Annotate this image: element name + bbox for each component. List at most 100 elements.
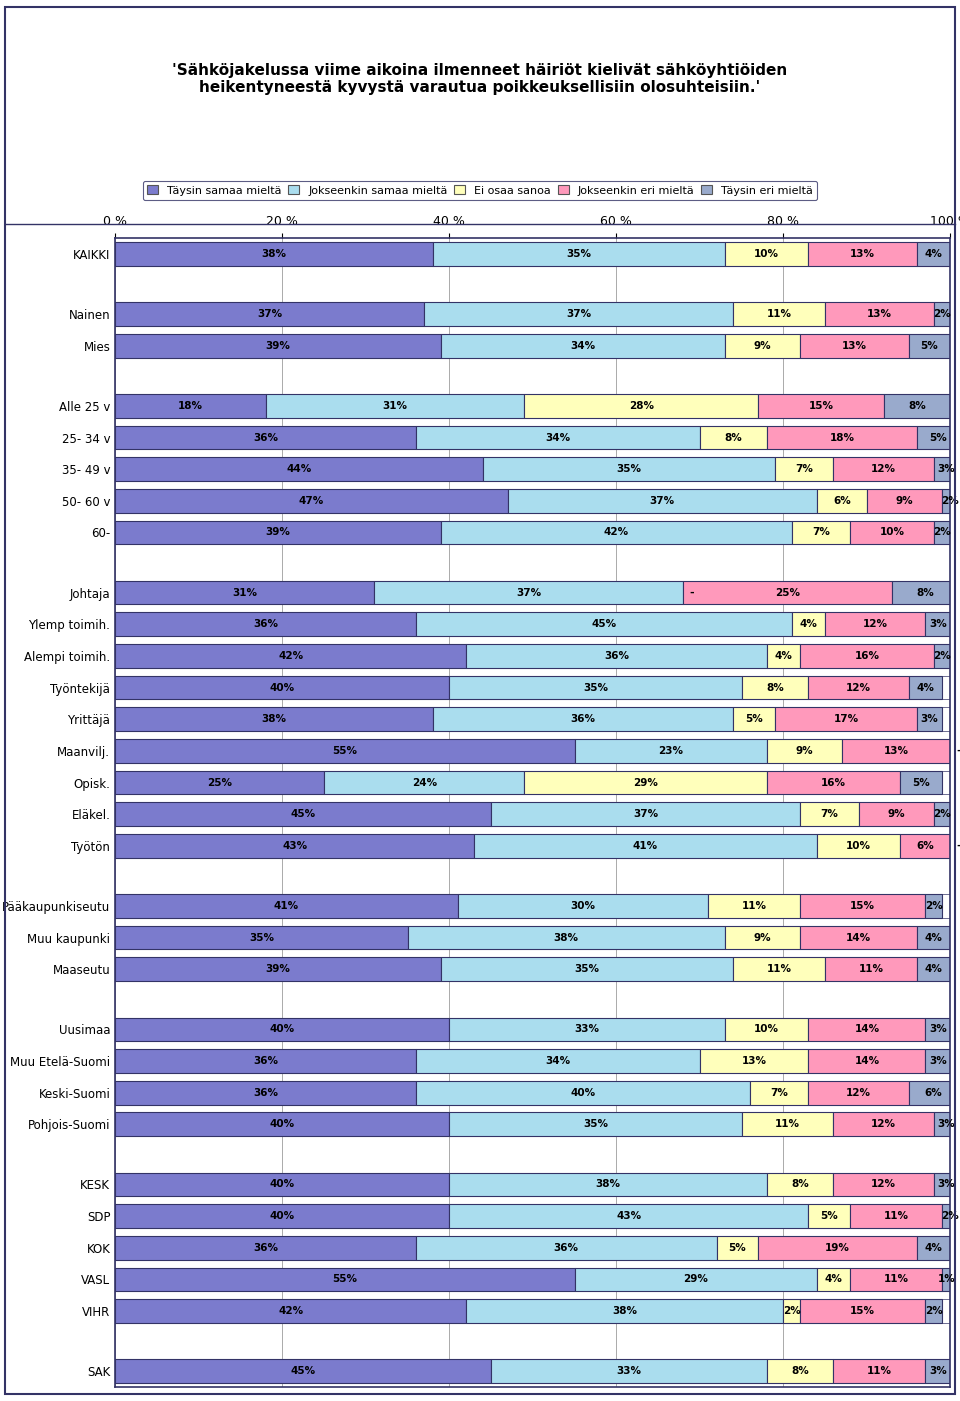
Text: 8%: 8% — [917, 587, 934, 598]
Text: 2%: 2% — [933, 528, 951, 538]
Bar — [808, 1205, 851, 1227]
Text: 16%: 16% — [821, 778, 846, 787]
Bar — [858, 803, 934, 827]
Bar — [492, 1359, 767, 1383]
Bar — [433, 708, 733, 731]
Bar — [700, 1049, 808, 1073]
Text: 4%: 4% — [924, 1243, 943, 1252]
Bar — [115, 242, 433, 266]
Legend: Täysin samaa mieltä, Jokseenkin samaa mieltä, Ei osaa sanoa, Jokseenkin eri miel: Täysin samaa mieltä, Jokseenkin samaa mi… — [143, 181, 817, 200]
Text: 2%: 2% — [942, 496, 959, 506]
Bar — [574, 738, 767, 762]
Bar — [574, 1268, 817, 1292]
Text: 34%: 34% — [570, 340, 595, 350]
Bar — [433, 242, 725, 266]
Bar — [826, 612, 925, 636]
Text: 11%: 11% — [742, 901, 767, 911]
Bar — [115, 1268, 574, 1292]
Bar — [115, 738, 574, 762]
Bar — [441, 521, 792, 545]
Text: 9%: 9% — [887, 810, 905, 820]
Bar — [416, 1080, 750, 1104]
Bar — [492, 803, 800, 827]
Bar — [115, 1173, 449, 1196]
Text: 36%: 36% — [554, 1243, 579, 1252]
Text: 55%: 55% — [332, 745, 357, 757]
Text: 35%: 35% — [566, 249, 591, 259]
Text: 4%: 4% — [924, 249, 943, 259]
Text: 37%: 37% — [516, 587, 541, 598]
Bar — [842, 738, 950, 762]
Bar — [266, 394, 524, 417]
Bar — [942, 1205, 959, 1227]
Text: 37%: 37% — [650, 496, 675, 506]
Bar — [833, 457, 934, 481]
Text: 3%: 3% — [929, 1024, 947, 1034]
Text: 11%: 11% — [767, 310, 792, 319]
Text: 28%: 28% — [629, 401, 654, 410]
Text: 7%: 7% — [821, 810, 838, 820]
Bar — [416, 1049, 700, 1073]
Bar — [115, 957, 441, 981]
Bar — [115, 581, 374, 604]
Text: 13%: 13% — [851, 249, 876, 259]
Bar — [741, 675, 808, 699]
Bar — [750, 1080, 808, 1104]
Text: 13%: 13% — [842, 340, 867, 350]
Text: 5%: 5% — [745, 715, 763, 724]
Text: 6%: 6% — [917, 841, 934, 850]
Text: 19%: 19% — [826, 1243, 851, 1252]
Bar — [115, 1017, 449, 1041]
Bar — [758, 394, 883, 417]
Bar — [867, 489, 942, 513]
Text: 31%: 31% — [232, 587, 257, 598]
Text: 14%: 14% — [846, 933, 871, 943]
Text: 6%: 6% — [833, 496, 851, 506]
Bar — [725, 333, 800, 357]
Text: 9%: 9% — [896, 496, 913, 506]
Bar — [466, 644, 767, 668]
Text: 36%: 36% — [253, 433, 278, 443]
Text: 8%: 8% — [766, 682, 784, 692]
Text: 23%: 23% — [659, 745, 684, 757]
Bar — [741, 1112, 833, 1136]
Bar — [115, 612, 416, 636]
Bar — [449, 675, 741, 699]
Bar — [934, 303, 950, 326]
Bar — [909, 675, 942, 699]
Text: 25%: 25% — [207, 778, 232, 787]
Bar — [458, 894, 708, 918]
Bar — [792, 612, 826, 636]
Text: 3%: 3% — [937, 1180, 955, 1189]
Bar — [909, 333, 950, 357]
Bar — [767, 771, 900, 794]
Text: 35%: 35% — [575, 964, 600, 974]
Text: 35%: 35% — [583, 1119, 608, 1129]
Text: 15%: 15% — [808, 401, 833, 410]
Text: 13%: 13% — [867, 310, 892, 319]
Text: 11%: 11% — [767, 964, 792, 974]
Text: 35%: 35% — [249, 933, 274, 943]
Text: 2%: 2% — [782, 1306, 801, 1316]
Text: 3%: 3% — [929, 619, 947, 629]
Text: 7%: 7% — [812, 528, 829, 538]
Text: 38%: 38% — [612, 1306, 637, 1316]
Bar — [817, 834, 900, 857]
Text: 17%: 17% — [833, 715, 858, 724]
Bar — [684, 581, 892, 604]
Bar — [524, 394, 758, 417]
Bar — [115, 457, 483, 481]
Text: 2%: 2% — [942, 1210, 959, 1222]
Bar — [115, 1080, 416, 1104]
Text: 40%: 40% — [570, 1087, 595, 1097]
Text: 3%: 3% — [937, 1119, 955, 1129]
Bar — [115, 926, 407, 950]
Bar — [808, 1049, 925, 1073]
Text: 4%: 4% — [924, 933, 943, 943]
Text: 5%: 5% — [912, 778, 930, 787]
Text: 35%: 35% — [583, 682, 608, 692]
Bar — [800, 894, 925, 918]
Bar — [416, 612, 792, 636]
Text: 4%: 4% — [917, 682, 934, 692]
Bar — [115, 1049, 416, 1073]
